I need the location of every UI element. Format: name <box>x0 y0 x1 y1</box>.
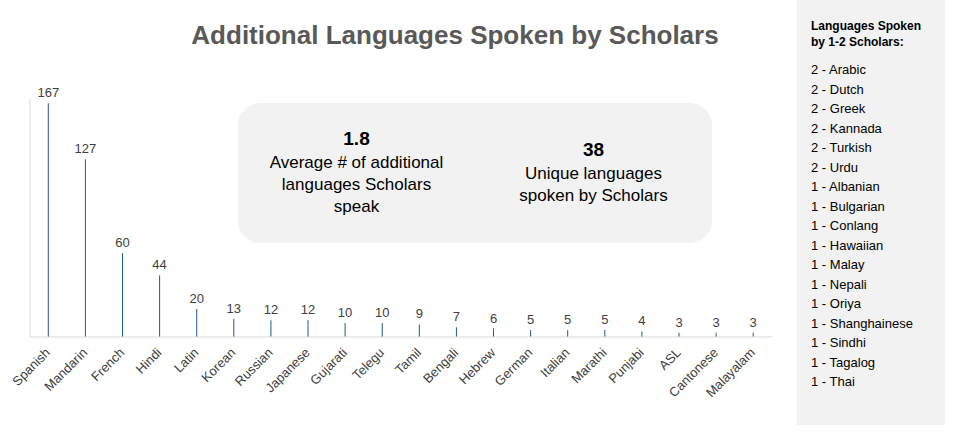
html-text:1 - Hawaiian: 1 - Hawaiian <box>811 237 884 253</box>
html-text:1 - Oriya: 1 - Oriya <box>811 296 861 311</box>
svg-text:7: 7 <box>453 309 460 324</box>
html-text:1 - Sindhi: 1 - Sindhi <box>811 335 866 350</box>
svg-text:20: 20 <box>189 291 203 306</box>
svg-text:Mandarin: Mandarin <box>41 345 90 394</box>
svg-text:5: 5 <box>601 312 608 327</box>
svg-text:Spanish: Spanish <box>9 344 54 389</box>
html-text:2 - Urdu: 2 - Urdu <box>811 159 858 175</box>
svg-text:13: 13 <box>227 301 241 316</box>
html-text:1 - Albanian: 1 - Albanian <box>811 179 880 194</box>
html-text:2 - Dutch: 2 - Dutch <box>811 81 864 97</box>
svg-text:Punjabi: Punjabi <box>605 345 646 386</box>
html-text:1.8: 1.8 <box>343 128 370 149</box>
svg-text:5: 5 <box>527 312 534 327</box>
svg-text:60: 60 <box>115 235 129 250</box>
svg-text:3: 3 <box>750 315 757 330</box>
svg-text:Cantonese: Cantonese <box>665 344 721 400</box>
html-text:2 - Turkish: 2 - Turkish <box>811 140 872 155</box>
svg-text:Tamil: Tamil <box>392 345 424 377</box>
svg-text:44: 44 <box>152 257 166 272</box>
svg-text:12: 12 <box>301 302 315 317</box>
html-text:Average # of additional langua: Average # of additional languages Schola… <box>269 153 444 216</box>
svg-text:3: 3 <box>675 315 682 330</box>
html-text:1 - Bulgarian: 1 - Bulgarian <box>811 198 885 214</box>
svg-text:Hindi: Hindi <box>133 345 165 377</box>
svg-text:3: 3 <box>712 315 719 330</box>
svg-text:Japanese: Japanese <box>262 345 312 395</box>
html-text:1 - Nepali: 1 - Nepali <box>811 276 867 292</box>
svg-text:Gujarati: Gujarati <box>307 345 350 388</box>
svg-text:9: 9 <box>416 306 423 321</box>
html-text:1 - Thai: 1 - Thai <box>811 374 855 389</box>
svg-text:12: 12 <box>264 302 278 317</box>
svg-text:Russian: Russian <box>231 344 276 389</box>
html-text:2 - Greek: 2 - Greek <box>811 101 866 116</box>
svg-text:Hebrew: Hebrew <box>456 345 499 388</box>
html-text:1 - Tagalog: 1 - Tagalog <box>811 354 876 370</box>
html-text:38: 38 <box>582 139 605 160</box>
svg-text:Korean: Korean <box>198 344 239 386</box>
svg-text:Bengali: Bengali <box>420 345 461 386</box>
svg-text:ASL: ASL <box>656 345 684 373</box>
html-text:Languages Spoken by 1-2 Schola: Languages Spoken by 1-2 Scholars: <box>811 19 921 49</box>
html-text:2 - Arabic: 2 - Arabic <box>811 62 866 77</box>
svg-text:10: 10 <box>375 305 389 320</box>
svg-text:6: 6 <box>490 311 497 326</box>
svg-text:German: German <box>492 345 536 389</box>
svg-text:5: 5 <box>564 312 571 327</box>
svg-text:French: French <box>88 345 127 384</box>
svg-text:Malayalam: Malayalam <box>703 345 758 400</box>
svg-text:Marathi: Marathi <box>568 345 609 386</box>
html-text:Additional Languages Spoken by: Additional Languages Spoken by Scholars <box>191 20 719 50</box>
svg-text:4: 4 <box>638 313 645 328</box>
html-text:1 - Conlang: 1 - Conlang <box>811 218 879 233</box>
svg-text:Telegu: Telegu <box>349 345 387 383</box>
svg-text:127: 127 <box>75 141 97 156</box>
html-text:Unique languages spoken by Sch: Unique languages spoken by Scholars <box>519 164 668 205</box>
svg-text:Latin: Latin <box>171 345 202 376</box>
svg-text:10: 10 <box>338 305 352 320</box>
html-text:1 - Malay: 1 - Malay <box>811 257 865 272</box>
html-text:1 - Shanghainese: 1 - Shanghainese <box>811 315 913 331</box>
html-text:2 - Kannada: 2 - Kannada <box>811 120 882 136</box>
svg-text:167: 167 <box>37 85 59 100</box>
svg-text:Italian: Italian <box>537 345 572 380</box>
